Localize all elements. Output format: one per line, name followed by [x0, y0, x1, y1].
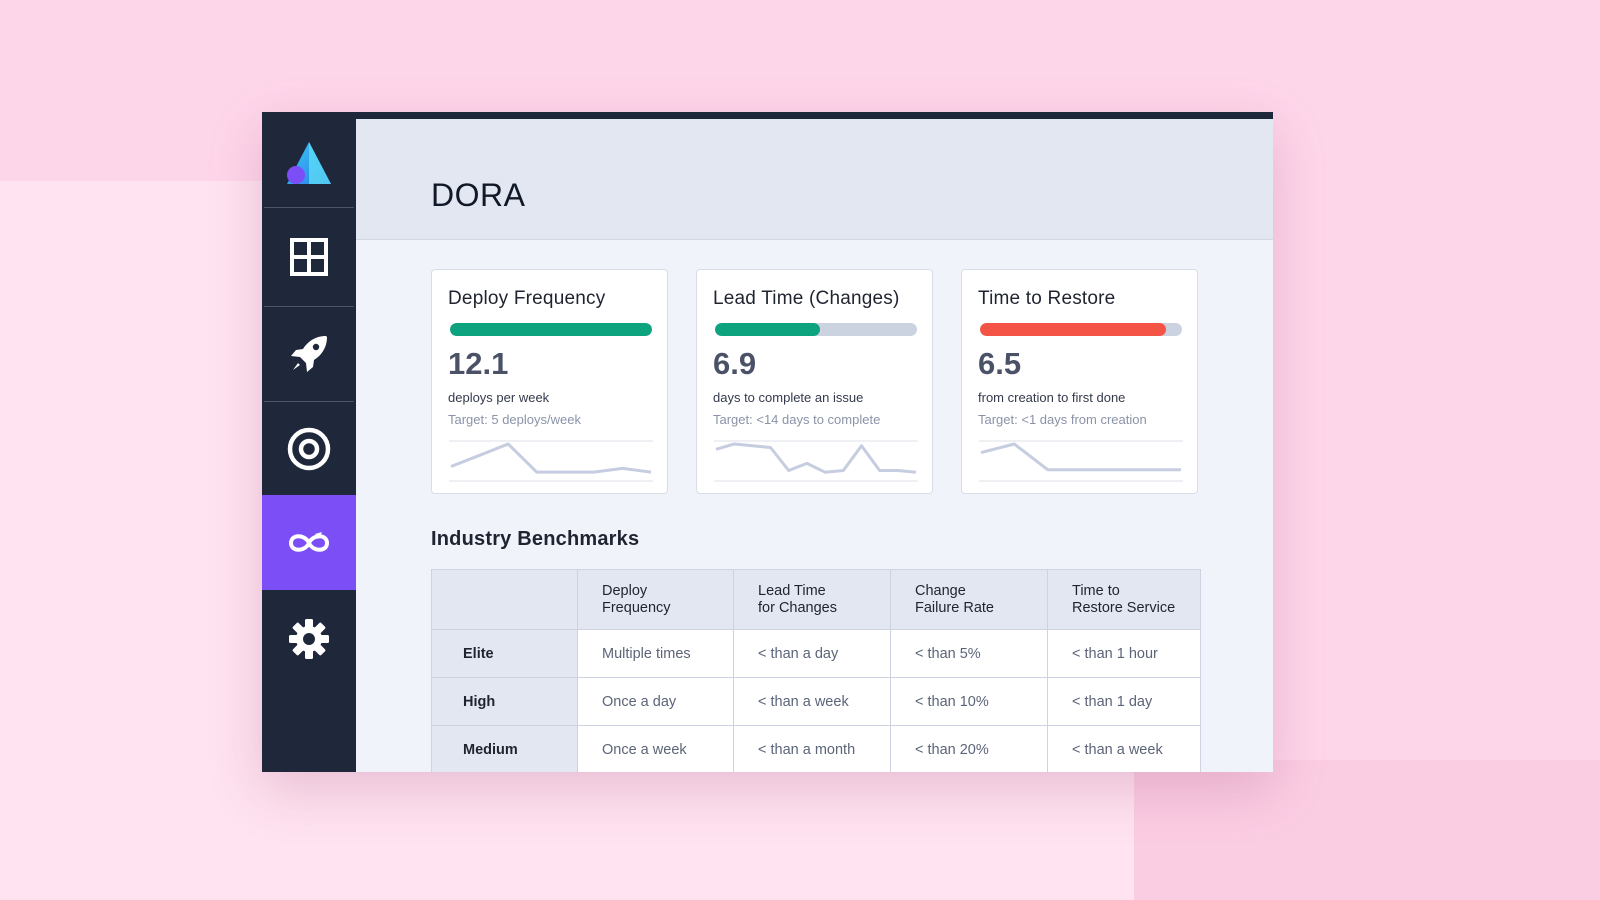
tier-label: Medium [431, 725, 578, 772]
page-header: DORA [356, 119, 1273, 240]
sidebar-item-goals[interactable] [262, 402, 356, 495]
target-icon [287, 427, 331, 470]
table-cell: Once a day [577, 677, 734, 726]
column-label: Time to Restore Service [1072, 582, 1176, 616]
table-cell: Once a week [577, 725, 734, 772]
sidebar-item-dora[interactable] [262, 495, 356, 590]
metric-progress-bar [450, 323, 652, 336]
brand-logo[interactable] [262, 120, 356, 206]
table-cell: < than 1 hour [1047, 629, 1201, 678]
rocket-icon [291, 336, 327, 372]
metric-sparkline [979, 440, 1183, 482]
sidebar [262, 112, 356, 772]
table-header-cell: Change Failure Rate [890, 569, 1048, 630]
table-cell: < than a day [733, 629, 891, 678]
sidebar-divider [264, 401, 354, 402]
table-cell: < than 5% [890, 629, 1048, 678]
window-top-bar [262, 112, 1273, 119]
metric-card-deploy-frequency[interactable]: Deploy Frequency 12.1 deploys per week T… [431, 269, 668, 494]
tier-label: Elite [431, 629, 578, 678]
table-cell: < than 1 day [1047, 677, 1201, 726]
background-panel-accent [1134, 760, 1600, 900]
sparkline-series [715, 442, 917, 474]
tier-label: High [431, 677, 578, 726]
metric-description: days to complete an issue [713, 390, 864, 405]
metric-progress-fill [980, 323, 1166, 336]
metric-card-time-to-restore[interactable]: Time to Restore 6.5 from creation to fir… [961, 269, 1198, 494]
table-row: Elite Multiple times < than a day < than… [431, 629, 1201, 678]
table-cell: < than a month [733, 725, 891, 772]
table-cell: < than 20% [890, 725, 1048, 772]
table-header-cell: Deploy Frequency [577, 569, 734, 630]
metric-progress-bar [980, 323, 1182, 336]
table-header-cell: Lead Time for Changes [733, 569, 891, 630]
table-cell: < than a week [733, 677, 891, 726]
table-header-row: Deploy Frequency Lead Time for Changes Cha… [431, 569, 1201, 630]
metric-description: deploys per week [448, 390, 550, 405]
metric-sparkline [714, 440, 918, 482]
section-title: Industry Benchmarks [431, 528, 640, 550]
table-row: High Once a day < than a week < than 10%… [431, 677, 1201, 726]
sidebar-divider [264, 306, 354, 307]
gear-icon [289, 619, 329, 659]
metric-value: 12.1 [448, 346, 509, 381]
column-label: Lead Time for Changes [758, 582, 837, 616]
metric-title: Lead Time (Changes) [713, 288, 900, 309]
table-cell: < than a week [1047, 725, 1201, 772]
metric-target: Target: 5 deploys/week [448, 412, 581, 427]
metric-value: 6.5 [978, 346, 1022, 381]
sidebar-item-settings[interactable] [262, 590, 356, 688]
table-row: Medium Once a week < than a month < than… [431, 725, 1201, 772]
table-cell: < than 10% [890, 677, 1048, 726]
triangle-logo [287, 142, 331, 184]
sidebar-divider [264, 207, 354, 208]
sparkline-series [980, 442, 1181, 472]
metric-progress-fill [450, 323, 652, 336]
metric-target: Target: <14 days to complete [713, 412, 881, 427]
grid-icon [290, 238, 328, 276]
column-label: Change Failure Rate [915, 582, 994, 616]
benchmarks-table: Deploy Frequency Lead Time for Changes Cha… [431, 569, 1201, 772]
app-window: DORA Deploy Frequency 12.1 deploys per w… [262, 112, 1273, 772]
sidebar-item-deployments[interactable] [262, 307, 356, 401]
main-content: DORA Deploy Frequency 12.1 deploys per w… [356, 119, 1273, 772]
sparkline-series [450, 442, 652, 474]
loop-icon [288, 531, 330, 552]
table-header-cell [431, 569, 578, 630]
metric-progress-bar [715, 323, 917, 336]
table-header-cell: Time to Restore Service [1047, 569, 1201, 630]
metric-target: Target: <1 days from creation [978, 412, 1147, 427]
page-title: DORA [431, 177, 526, 213]
metric-title: Deploy Frequency [448, 288, 606, 309]
metric-progress-fill [715, 323, 821, 336]
metric-title: Time to Restore [978, 288, 1116, 309]
sidebar-item-dashboard[interactable] [262, 208, 356, 306]
metric-value: 6.9 [713, 346, 757, 381]
table-cell: Multiple times [577, 629, 734, 678]
column-label: Deploy Frequency [602, 582, 671, 616]
metric-description: from creation to first done [978, 390, 1126, 405]
metric-card-lead-time[interactable]: Lead Time (Changes) 6.9 days to complete… [696, 269, 933, 494]
metric-sparkline [449, 440, 653, 482]
